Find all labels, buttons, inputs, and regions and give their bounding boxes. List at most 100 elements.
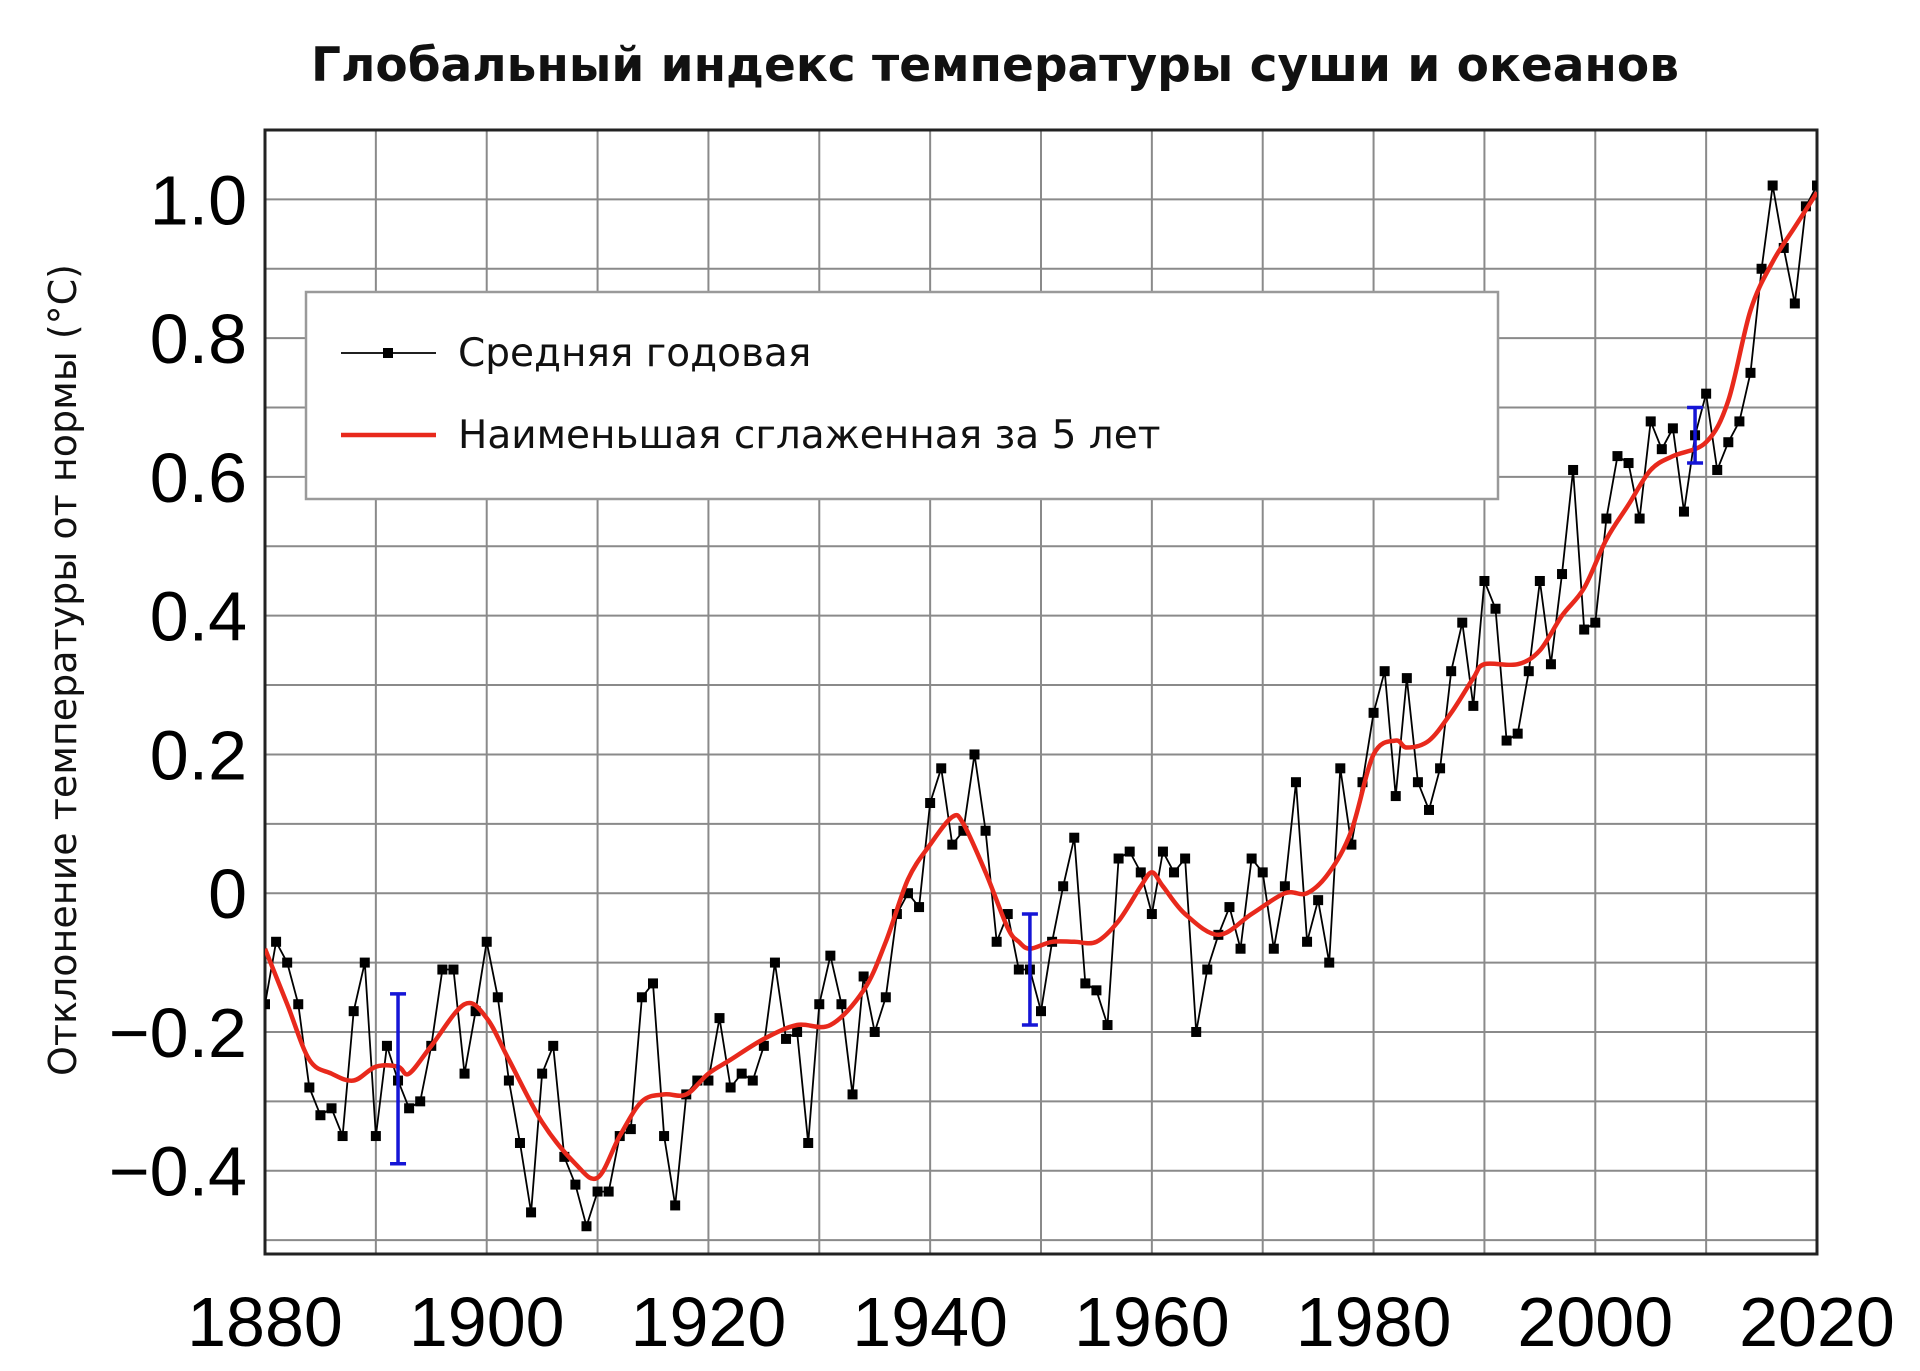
annual-mean-point	[969, 749, 980, 760]
annual-mean-point	[1412, 777, 1423, 788]
annual-mean-point	[514, 1137, 525, 1148]
annual-mean-point	[1335, 763, 1346, 774]
annual-mean-point	[1767, 180, 1778, 191]
annual-mean-point	[1612, 451, 1623, 462]
annual-mean-point	[1435, 763, 1446, 774]
annual-mean-point	[293, 999, 304, 1010]
error-bar	[390, 992, 407, 1166]
annual-mean-point	[581, 1221, 592, 1232]
annual-mean-point	[1268, 943, 1279, 954]
annual-mean-point	[1590, 617, 1601, 628]
annual-mean-point	[592, 1186, 603, 1197]
x-tick-label: 2000	[1517, 1283, 1673, 1361]
annual-mean-point	[814, 999, 825, 1010]
y-tick-label: 0.4	[150, 578, 247, 656]
annual-mean-point	[1712, 464, 1723, 475]
annual-mean-point	[1634, 513, 1645, 524]
annual-mean-point	[1734, 416, 1745, 427]
annual-mean-point	[902, 888, 913, 899]
x-tick-label: 1980	[1296, 1283, 1452, 1361]
annual-mean-point	[769, 957, 780, 968]
annual-mean-point	[1468, 700, 1479, 711]
annual-mean-point	[1723, 437, 1734, 448]
annual-mean-point	[370, 1131, 381, 1142]
annual-mean-point	[1523, 666, 1534, 677]
y-tick-label: −0.2	[109, 994, 247, 1072]
plot-frame-border	[263, 128, 1819, 1256]
annual-mean-point	[636, 992, 647, 1003]
annual-mean-point	[1202, 964, 1213, 975]
annual-mean-point	[1113, 853, 1124, 864]
annual-mean-point	[925, 798, 936, 809]
annual-mean-point	[1135, 867, 1146, 878]
annual-mean-point	[470, 1006, 481, 1017]
annual-mean-point	[415, 1096, 426, 1107]
annual-mean-point	[1656, 444, 1667, 455]
annual-mean-point	[1512, 728, 1523, 739]
annual-mean-point	[825, 950, 836, 961]
legend: Средняя годовая Наименьшая сглаженная за …	[304, 290, 1500, 501]
annual-mean-point	[1290, 777, 1301, 788]
annual-mean-point	[1579, 624, 1590, 635]
error-bars	[390, 405, 1704, 1166]
legend-box	[304, 290, 1500, 501]
x-tick-label: 2020	[1739, 1283, 1895, 1361]
annual-mean-point	[1036, 1006, 1046, 1017]
y-tick-label: 0.2	[150, 716, 247, 794]
annual-mean-point	[1235, 943, 1246, 954]
annual-mean-point	[381, 1040, 392, 1051]
annual-mean-point	[1678, 506, 1689, 517]
annual-mean-point	[1180, 853, 1191, 864]
annual-mean-point	[836, 999, 847, 1010]
annual-mean-point	[337, 1131, 348, 1142]
annual-mean-point	[1257, 867, 1268, 878]
annual-mean-point	[603, 1186, 614, 1197]
annual-mean-point	[858, 971, 869, 982]
annual-mean-point	[703, 1075, 714, 1086]
annual-mean-point	[437, 964, 448, 975]
annual-mean-point	[1623, 458, 1634, 469]
annual-mean-point	[282, 957, 293, 968]
annual-mean-point	[265, 999, 270, 1010]
annual-mean-point	[1080, 978, 1091, 989]
annual-mean-point	[548, 1040, 559, 1051]
annual-mean-point	[1102, 1020, 1113, 1031]
annual-mean-point	[1789, 298, 1800, 309]
annual-mean-point	[1324, 957, 1335, 968]
annual-mean-point	[1224, 902, 1235, 913]
annual-mean-point	[692, 1075, 703, 1086]
annual-mean-point	[980, 825, 991, 836]
annual-mean-point	[1279, 881, 1290, 892]
annual-mean-point	[404, 1103, 415, 1114]
annual-mean-point	[1501, 735, 1512, 746]
y-tick-labels: −0.4 −0.2 0 0.2 0.4 0.6 0.8 1.0	[109, 161, 247, 1210]
annual-mean-point	[1013, 964, 1024, 975]
annual-mean-point	[758, 1040, 769, 1051]
annual-mean-point	[526, 1207, 537, 1218]
annual-mean-point	[271, 936, 282, 947]
annual-mean-point	[880, 992, 891, 1003]
annual-mean-point	[1812, 180, 1817, 191]
annual-mean-point	[869, 1026, 880, 1037]
annual-mean-point	[1002, 909, 1013, 920]
annual-mean-point	[1701, 388, 1712, 399]
annual-mean-point	[747, 1075, 758, 1086]
annual-mean-point	[1745, 367, 1756, 378]
annual-mean-point	[448, 964, 459, 975]
x-tick-labels: 1880 1900 1920 1940 1960 1980 2000 2020	[187, 1283, 1895, 1361]
annual-mean-point	[1157, 846, 1168, 857]
x-tick-label: 1960	[1074, 1283, 1230, 1361]
annual-mean-point	[1601, 513, 1612, 524]
y-tick-label: 0	[208, 855, 247, 933]
annual-mean-point	[847, 1089, 858, 1100]
annual-mean-point	[1446, 666, 1457, 677]
annual-mean-point	[792, 1026, 803, 1037]
y-tick-label: 0.8	[150, 300, 247, 378]
annual-mean-point	[1534, 575, 1545, 586]
annual-mean-point	[492, 992, 503, 1003]
annual-mean-point	[348, 1006, 359, 1017]
annual-mean-point	[1645, 416, 1656, 427]
annual-mean-point	[1146, 909, 1157, 920]
annual-mean-point	[659, 1131, 670, 1142]
annual-mean-point	[1778, 242, 1789, 253]
